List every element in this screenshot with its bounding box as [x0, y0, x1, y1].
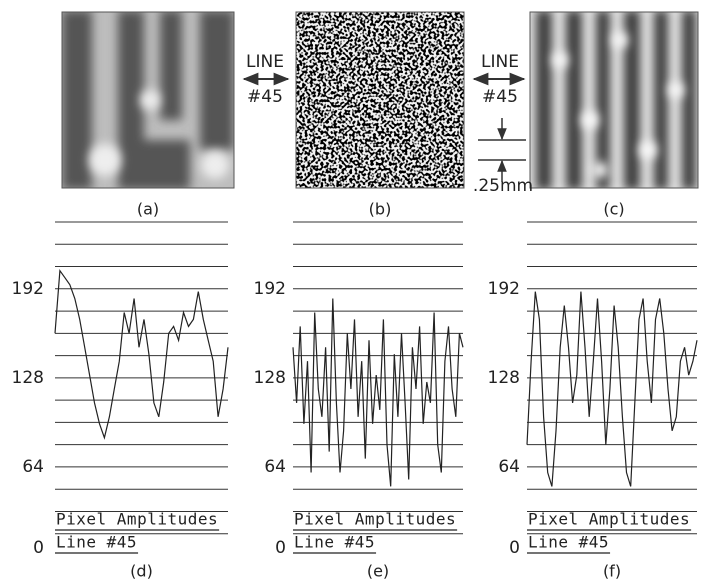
arrow-label: LINE — [246, 52, 284, 72]
data-line — [292, 298, 464, 487]
y-tick-label: 64 — [22, 457, 44, 477]
arrow-label: #45 — [482, 87, 518, 107]
y-tick-label: 64 — [264, 457, 286, 477]
y-tick-label: 0 — [275, 538, 286, 558]
panel-label: (c) — [603, 200, 624, 219]
image-a — [62, 12, 234, 188]
panel-label: (a) — [137, 200, 159, 219]
panel-label: (f) — [603, 562, 621, 581]
scale-bar — [478, 118, 526, 182]
y-tick-label: 192 — [488, 279, 520, 299]
panel-label: (e) — [367, 562, 389, 581]
panel-label: (b) — [369, 200, 392, 219]
y-tick-label: 0 — [509, 538, 520, 558]
arrow-label: #45 — [247, 87, 283, 107]
chart-label: Pixel Amplitudes — [528, 510, 690, 529]
image-c — [530, 12, 698, 188]
chart-label: Line #45 — [294, 533, 375, 552]
y-tick-label: 0 — [33, 538, 44, 558]
frame — [529, 11, 699, 189]
data-line — [526, 291, 698, 487]
data-line — [54, 269, 229, 440]
chart-label: Line #45 — [528, 533, 609, 552]
y-tick-label: 192 — [12, 279, 44, 299]
image-b — [296, 12, 464, 188]
scale-label: .25mm — [473, 176, 533, 196]
y-tick-label: 64 — [498, 457, 520, 477]
chart-label: Line #45 — [56, 533, 137, 552]
chart-label: Pixel Amplitudes — [56, 510, 218, 529]
y-tick-label: 128 — [254, 368, 286, 388]
y-tick-label: 192 — [254, 279, 286, 299]
frame — [295, 11, 465, 189]
arrow-label: LINE — [481, 52, 519, 72]
frame — [61, 11, 235, 189]
y-tick-label: 128 — [12, 368, 44, 388]
chart-label: Pixel Amplitudes — [294, 510, 456, 529]
y-tick-label: 128 — [488, 368, 520, 388]
panel-label: (d) — [130, 562, 153, 581]
